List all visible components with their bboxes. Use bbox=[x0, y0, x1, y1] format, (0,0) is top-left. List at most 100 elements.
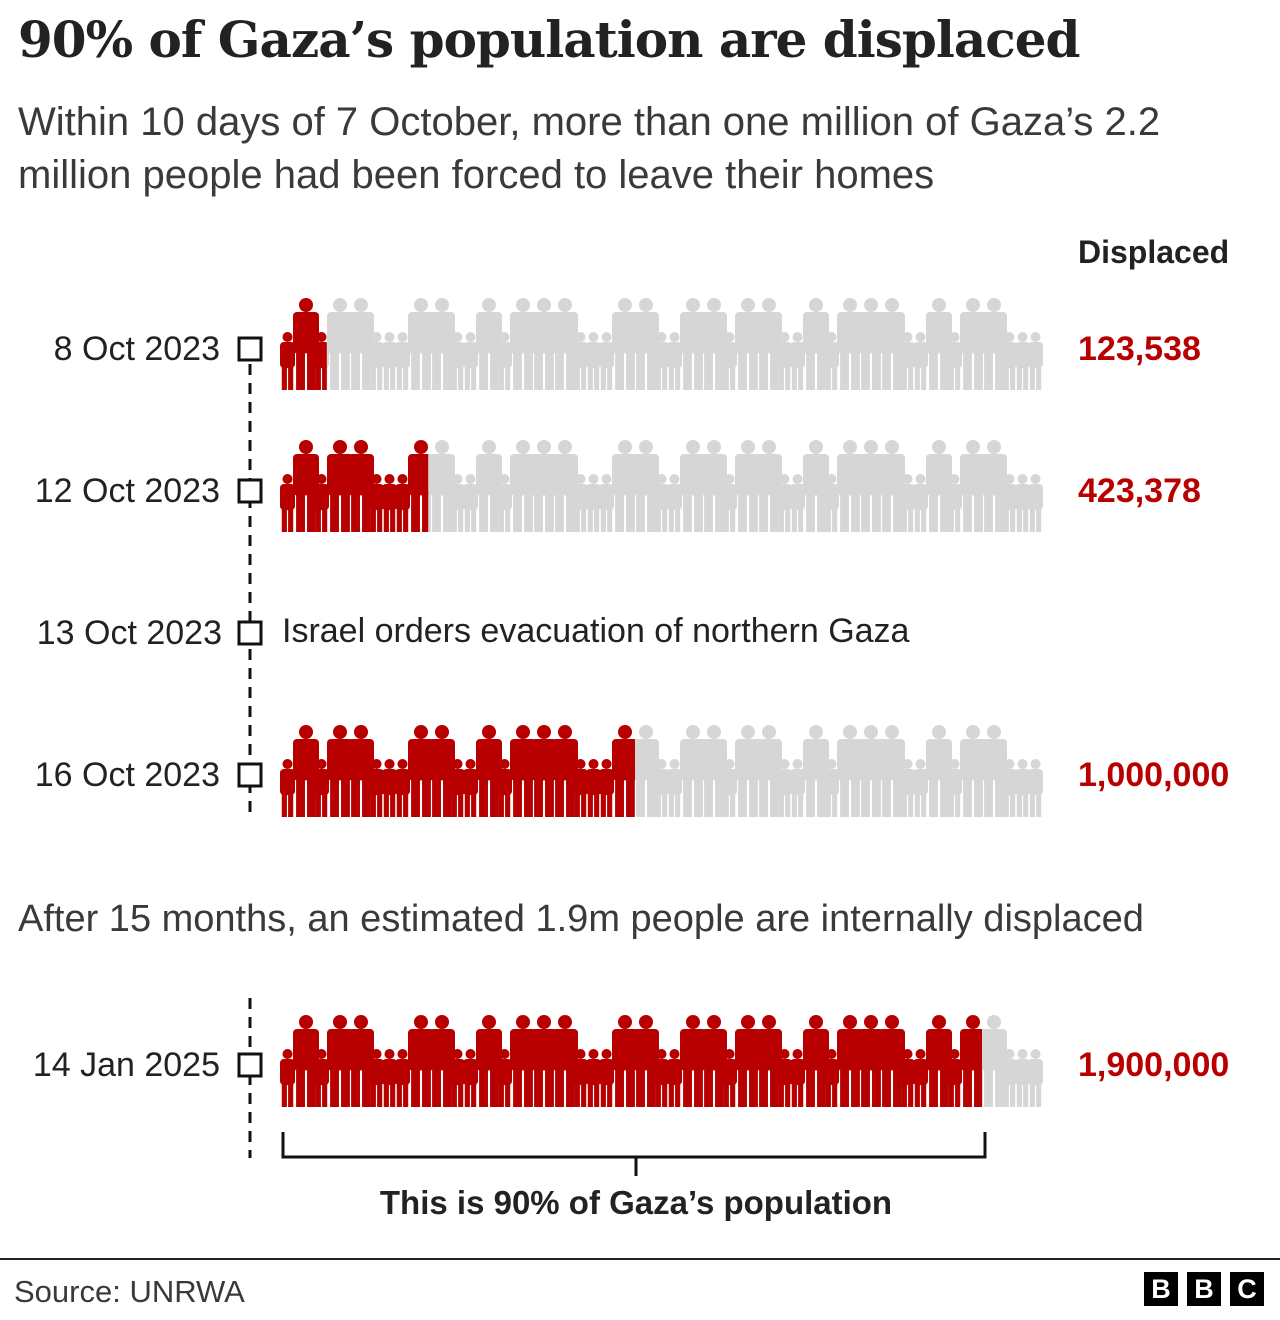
timeline-marker bbox=[237, 478, 263, 504]
child-figure bbox=[280, 1049, 295, 1107]
adult-figure bbox=[981, 1015, 1007, 1107]
child-figure bbox=[586, 332, 601, 390]
adult-figure bbox=[633, 298, 659, 390]
adult-figure bbox=[735, 1015, 761, 1107]
child-figure bbox=[280, 332, 295, 390]
child-figure bbox=[722, 759, 737, 817]
value-label: 123,538 bbox=[1078, 330, 1201, 368]
bracket-label: This is 90% of Gaza’s population bbox=[379, 1184, 893, 1221]
child-figure bbox=[586, 1049, 601, 1107]
adult-figure bbox=[510, 440, 536, 532]
child-figure bbox=[382, 332, 397, 390]
adult-figure bbox=[926, 298, 952, 390]
adult-figure bbox=[960, 1015, 982, 1107]
child-figure bbox=[573, 1049, 588, 1107]
adult-figure bbox=[531, 1015, 557, 1107]
child-figure bbox=[573, 332, 588, 390]
child-figure bbox=[395, 1049, 410, 1107]
adult-figure bbox=[701, 440, 727, 532]
child-figure bbox=[900, 474, 915, 532]
adult-figure bbox=[429, 440, 455, 532]
value-label: 1,900,000 bbox=[1078, 1046, 1230, 1084]
child-figure bbox=[1028, 759, 1043, 817]
adult-figure bbox=[837, 725, 863, 817]
adult-figure bbox=[510, 298, 536, 390]
child-figure bbox=[667, 332, 682, 390]
child-figure bbox=[382, 1049, 397, 1107]
adult-figure bbox=[680, 1015, 706, 1107]
pictogram-row bbox=[280, 725, 1043, 817]
adult-figure bbox=[803, 298, 829, 390]
adult-figure bbox=[756, 725, 782, 817]
source-text: Source: UNRWA bbox=[14, 1274, 245, 1309]
timeline-marker bbox=[237, 1052, 263, 1078]
child-figure bbox=[1002, 1049, 1017, 1107]
adult-figure bbox=[633, 725, 659, 817]
child-figure bbox=[1028, 1049, 1043, 1107]
adult-figure bbox=[680, 440, 706, 532]
child-figure bbox=[777, 474, 792, 532]
child-figure bbox=[947, 474, 962, 532]
child-figure bbox=[777, 759, 792, 817]
child-figure bbox=[586, 759, 601, 817]
adult-figure bbox=[429, 1015, 455, 1107]
adult-figure bbox=[803, 440, 829, 532]
adult-figure bbox=[981, 725, 1007, 817]
child-figure bbox=[654, 1049, 669, 1107]
pictogram-row bbox=[280, 1015, 1043, 1107]
adult-figure bbox=[408, 725, 434, 817]
child-figure bbox=[1002, 332, 1017, 390]
adult-figure bbox=[633, 440, 659, 532]
child-figure bbox=[722, 474, 737, 532]
pictogram-row bbox=[280, 298, 1043, 390]
child-figure bbox=[369, 1049, 384, 1107]
adult-figure bbox=[293, 440, 319, 532]
adult-figure bbox=[327, 1015, 353, 1107]
displaced-header: Displaced bbox=[1078, 234, 1230, 270]
child-figure bbox=[1015, 759, 1030, 817]
adult-figure bbox=[327, 725, 353, 817]
child-figure bbox=[900, 332, 915, 390]
child-figure bbox=[1015, 1049, 1030, 1107]
child-figure bbox=[1015, 474, 1030, 532]
adult-figure bbox=[837, 440, 863, 532]
child-figure bbox=[463, 474, 478, 532]
adult-figure bbox=[701, 1015, 727, 1107]
adult-figure bbox=[879, 440, 905, 532]
adult-figure bbox=[612, 440, 638, 532]
child-figure bbox=[1028, 474, 1043, 532]
child-figure bbox=[314, 759, 329, 817]
adult-figure bbox=[756, 1015, 782, 1107]
child-figure bbox=[497, 759, 512, 817]
child-figure bbox=[824, 759, 839, 817]
child-figure bbox=[280, 759, 295, 817]
adult-figure bbox=[552, 725, 578, 817]
section-text: After 15 months, an estimated 1.9m peopl… bbox=[18, 898, 1144, 940]
adult-figure bbox=[429, 298, 455, 390]
adult-figure bbox=[612, 725, 635, 817]
child-figure bbox=[913, 759, 928, 817]
child-figure bbox=[369, 474, 384, 532]
child-figure bbox=[667, 1049, 682, 1107]
timeline-marker bbox=[237, 336, 263, 362]
pictogram-row bbox=[280, 440, 1043, 532]
adult-figure bbox=[701, 725, 727, 817]
timeline-marker bbox=[237, 620, 263, 646]
adult-figure bbox=[552, 1015, 578, 1107]
child-figure bbox=[790, 1049, 805, 1107]
adult-figure bbox=[348, 440, 374, 532]
bracket bbox=[281, 1132, 987, 1176]
child-figure bbox=[913, 332, 928, 390]
adult-figure bbox=[327, 298, 353, 390]
adult-figure bbox=[429, 725, 455, 817]
child-figure bbox=[667, 474, 682, 532]
chart-subtitle: Within 10 days of 7 October, more than o… bbox=[18, 100, 1161, 197]
child-figure bbox=[654, 474, 669, 532]
value-label: 423,378 bbox=[1078, 472, 1201, 510]
adult-figure bbox=[348, 1015, 374, 1107]
adult-figure bbox=[531, 440, 557, 532]
child-figure bbox=[497, 1049, 512, 1107]
adult-figure bbox=[510, 1015, 536, 1107]
adult-figure bbox=[476, 298, 502, 390]
